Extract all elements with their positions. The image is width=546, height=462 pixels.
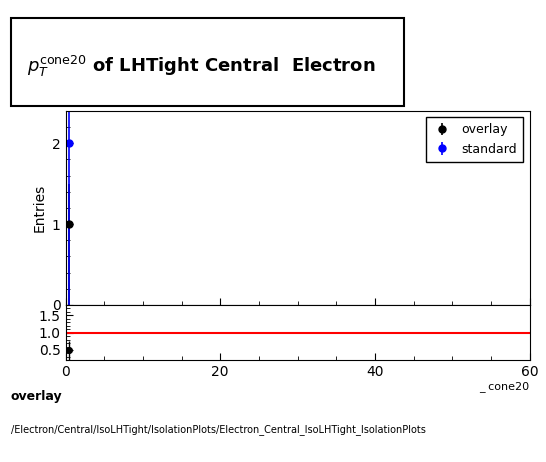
Text: overlay: overlay [11, 389, 63, 402]
Y-axis label: Entries: Entries [32, 184, 46, 232]
Legend: overlay, standard: overlay, standard [426, 117, 524, 162]
Text: /Electron/Central/IsoLHTight/IsolationPlots/Electron_Central_IsoLHTight_Isolatio: /Electron/Central/IsoLHTight/IsolationPl… [11, 424, 426, 435]
X-axis label: _ cone20: _ cone20 [479, 381, 530, 391]
Text: $p_T^{\rm cone20}$ of LHTight Central  Electron: $p_T^{\rm cone20}$ of LHTight Central El… [27, 54, 375, 79]
